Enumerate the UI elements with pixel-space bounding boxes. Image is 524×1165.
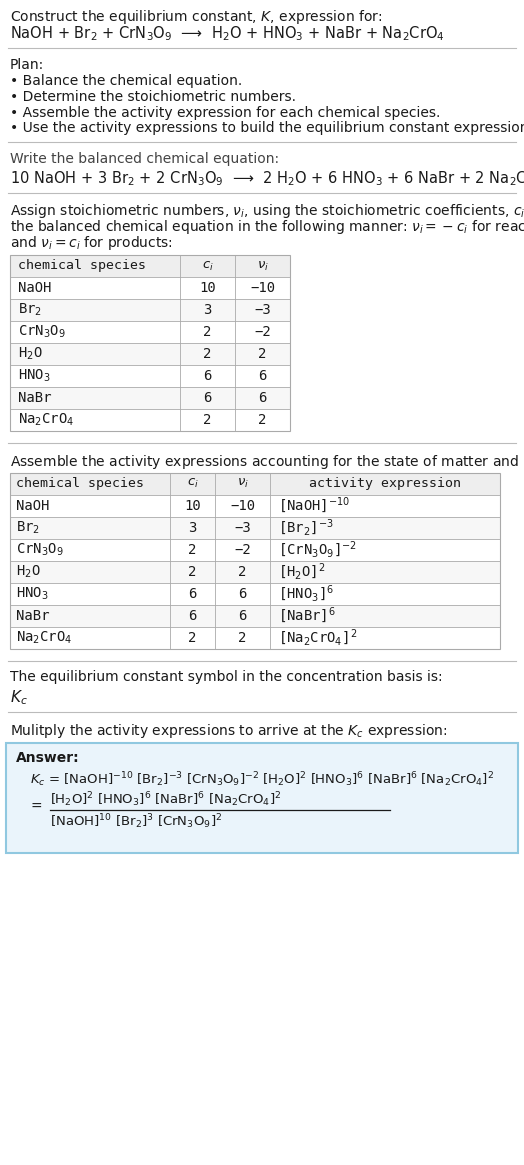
Text: • Use the activity expressions to build the equilibrium constant expression.: • Use the activity expressions to build … [10, 121, 524, 135]
Text: activity expression: activity expression [309, 476, 461, 490]
Text: NaOH: NaOH [16, 499, 49, 513]
Text: Br$_2$: Br$_2$ [18, 302, 42, 318]
Text: 2: 2 [258, 414, 267, 428]
Text: [NaOH]$^{10}$ [Br$_2$]$^3$ [CrN$_3$O$_9$]$^2$: [NaOH]$^{10}$ [Br$_2$]$^3$ [CrN$_3$O$_9$… [50, 812, 222, 831]
Text: −10: −10 [230, 499, 255, 513]
Text: NaOH: NaOH [18, 281, 51, 295]
Text: 6: 6 [238, 586, 247, 600]
FancyBboxPatch shape [10, 627, 500, 649]
FancyBboxPatch shape [10, 322, 290, 343]
Text: $\nu_i$: $\nu_i$ [236, 476, 248, 490]
Text: chemical species: chemical species [16, 476, 144, 490]
Text: [CrN$_3$O$_9$]$^{-2}$: [CrN$_3$O$_9$]$^{-2}$ [278, 539, 357, 559]
FancyBboxPatch shape [10, 473, 500, 494]
Text: 2: 2 [203, 347, 212, 361]
Text: [H$_2$O]$^2$ [HNO$_3$]$^6$ [NaBr]$^6$ [Na$_2$CrO$_4$]$^2$: [H$_2$O]$^2$ [HNO$_3$]$^6$ [NaBr]$^6$ [N… [50, 790, 281, 809]
Text: 2: 2 [188, 565, 196, 579]
Text: Assign stoichiometric numbers, $\nu_i$, using the stoichiometric coefficients, $: Assign stoichiometric numbers, $\nu_i$, … [10, 203, 524, 220]
Text: NaBr: NaBr [16, 608, 49, 622]
FancyBboxPatch shape [10, 582, 500, 605]
Text: −3: −3 [234, 521, 251, 535]
Text: −2: −2 [234, 543, 251, 557]
Text: 6: 6 [203, 391, 212, 405]
Text: $\nu_i$: $\nu_i$ [257, 260, 268, 273]
FancyBboxPatch shape [10, 538, 500, 560]
Text: H$_2$O: H$_2$O [16, 564, 40, 580]
FancyBboxPatch shape [10, 277, 290, 299]
Text: 3: 3 [203, 303, 212, 317]
FancyBboxPatch shape [10, 343, 290, 365]
Text: Answer:: Answer: [16, 751, 80, 765]
Text: CrN$_3$O$_9$: CrN$_3$O$_9$ [16, 542, 64, 558]
Text: $c_i$: $c_i$ [187, 476, 199, 490]
FancyBboxPatch shape [10, 560, 500, 582]
Text: • Assemble the activity expression for each chemical species.: • Assemble the activity expression for e… [10, 106, 440, 120]
Text: HNO$_3$: HNO$_3$ [18, 368, 51, 384]
Text: the balanced chemical equation in the following manner: $\nu_i = -c_i$ for react: the balanced chemical equation in the fo… [10, 218, 524, 236]
FancyBboxPatch shape [10, 365, 290, 387]
FancyBboxPatch shape [10, 387, 290, 409]
Text: The equilibrium constant symbol in the concentration basis is:: The equilibrium constant symbol in the c… [10, 671, 443, 685]
Text: Br$_2$: Br$_2$ [16, 520, 40, 536]
Text: [Na$_2$CrO$_4$]$^2$: [Na$_2$CrO$_4$]$^2$ [278, 627, 357, 648]
Text: 10 NaOH + 3 Br$_2$ + 2 CrN$_3$O$_9$  ⟶  2 H$_2$O + 6 HNO$_3$ + 6 NaBr + 2 Na$_2$: 10 NaOH + 3 Br$_2$ + 2 CrN$_3$O$_9$ ⟶ 2 … [10, 169, 524, 188]
Text: 6: 6 [188, 608, 196, 622]
Text: 2: 2 [238, 565, 247, 579]
Text: 2: 2 [188, 630, 196, 644]
Text: 2: 2 [203, 414, 212, 428]
Text: $K_c$: $K_c$ [10, 689, 28, 707]
Text: −3: −3 [254, 303, 271, 317]
Text: −2: −2 [254, 325, 271, 339]
Text: HNO$_3$: HNO$_3$ [16, 585, 49, 601]
Text: 10: 10 [184, 499, 201, 513]
Text: [H$_2$O]$^2$: [H$_2$O]$^2$ [278, 562, 325, 581]
Text: 6: 6 [258, 369, 267, 383]
Text: H$_2$O: H$_2$O [18, 346, 42, 362]
Text: Na$_2$CrO$_4$: Na$_2$CrO$_4$ [16, 629, 72, 645]
Text: −10: −10 [250, 281, 275, 295]
FancyBboxPatch shape [10, 255, 290, 277]
Text: Write the balanced chemical equation:: Write the balanced chemical equation: [10, 151, 279, 165]
Text: CrN$_3$O$_9$: CrN$_3$O$_9$ [18, 324, 66, 340]
Text: Mulitply the activity expressions to arrive at the $K_c$ expression:: Mulitply the activity expressions to arr… [10, 721, 447, 740]
Text: 10: 10 [199, 281, 216, 295]
Text: $c_i$: $c_i$ [202, 260, 213, 273]
Text: 2: 2 [203, 325, 212, 339]
Text: 2: 2 [188, 543, 196, 557]
Text: 3: 3 [188, 521, 196, 535]
FancyBboxPatch shape [10, 299, 290, 322]
Text: NaOH + Br$_2$ + CrN$_3$O$_9$  ⟶  H$_2$O + HNO$_3$ + NaBr + Na$_2$CrO$_4$: NaOH + Br$_2$ + CrN$_3$O$_9$ ⟶ H$_2$O + … [10, 24, 445, 43]
Text: [HNO$_3$]$^6$: [HNO$_3$]$^6$ [278, 584, 334, 603]
Text: 6: 6 [203, 369, 212, 383]
FancyBboxPatch shape [10, 605, 500, 627]
Text: • Balance the chemical equation.: • Balance the chemical equation. [10, 75, 242, 89]
Text: $K_c$ = [NaOH]$^{-10}$ [Br$_2$]$^{-3}$ [CrN$_3$O$_9$]$^{-2}$ [H$_2$O]$^2$ [HNO$_: $K_c$ = [NaOH]$^{-10}$ [Br$_2$]$^{-3}$ [… [30, 770, 494, 789]
Text: Construct the equilibrium constant, $K$, expression for:: Construct the equilibrium constant, $K$,… [10, 8, 383, 26]
Text: NaBr: NaBr [18, 391, 51, 405]
Text: 2: 2 [238, 630, 247, 644]
Text: [NaBr]$^6$: [NaBr]$^6$ [278, 606, 336, 626]
Text: 6: 6 [258, 391, 267, 405]
Text: =: = [30, 800, 41, 814]
FancyBboxPatch shape [6, 743, 518, 853]
Text: [NaOH]$^{-10}$: [NaOH]$^{-10}$ [278, 495, 350, 515]
Text: Plan:: Plan: [10, 58, 44, 72]
Text: Assemble the activity expressions accounting for the state of matter and $\nu_i$: Assemble the activity expressions accoun… [10, 453, 524, 471]
Text: 2: 2 [258, 347, 267, 361]
FancyBboxPatch shape [10, 516, 500, 538]
FancyBboxPatch shape [10, 409, 290, 431]
Text: 6: 6 [188, 586, 196, 600]
FancyBboxPatch shape [10, 494, 500, 516]
Text: and $\nu_i = c_i$ for products:: and $\nu_i = c_i$ for products: [10, 233, 173, 252]
Text: chemical species: chemical species [18, 260, 146, 273]
Text: [Br$_2$]$^{-3}$: [Br$_2$]$^{-3}$ [278, 517, 334, 538]
Text: 6: 6 [238, 608, 247, 622]
Text: Na$_2$CrO$_4$: Na$_2$CrO$_4$ [18, 411, 74, 429]
Text: • Determine the stoichiometric numbers.: • Determine the stoichiometric numbers. [10, 90, 296, 104]
